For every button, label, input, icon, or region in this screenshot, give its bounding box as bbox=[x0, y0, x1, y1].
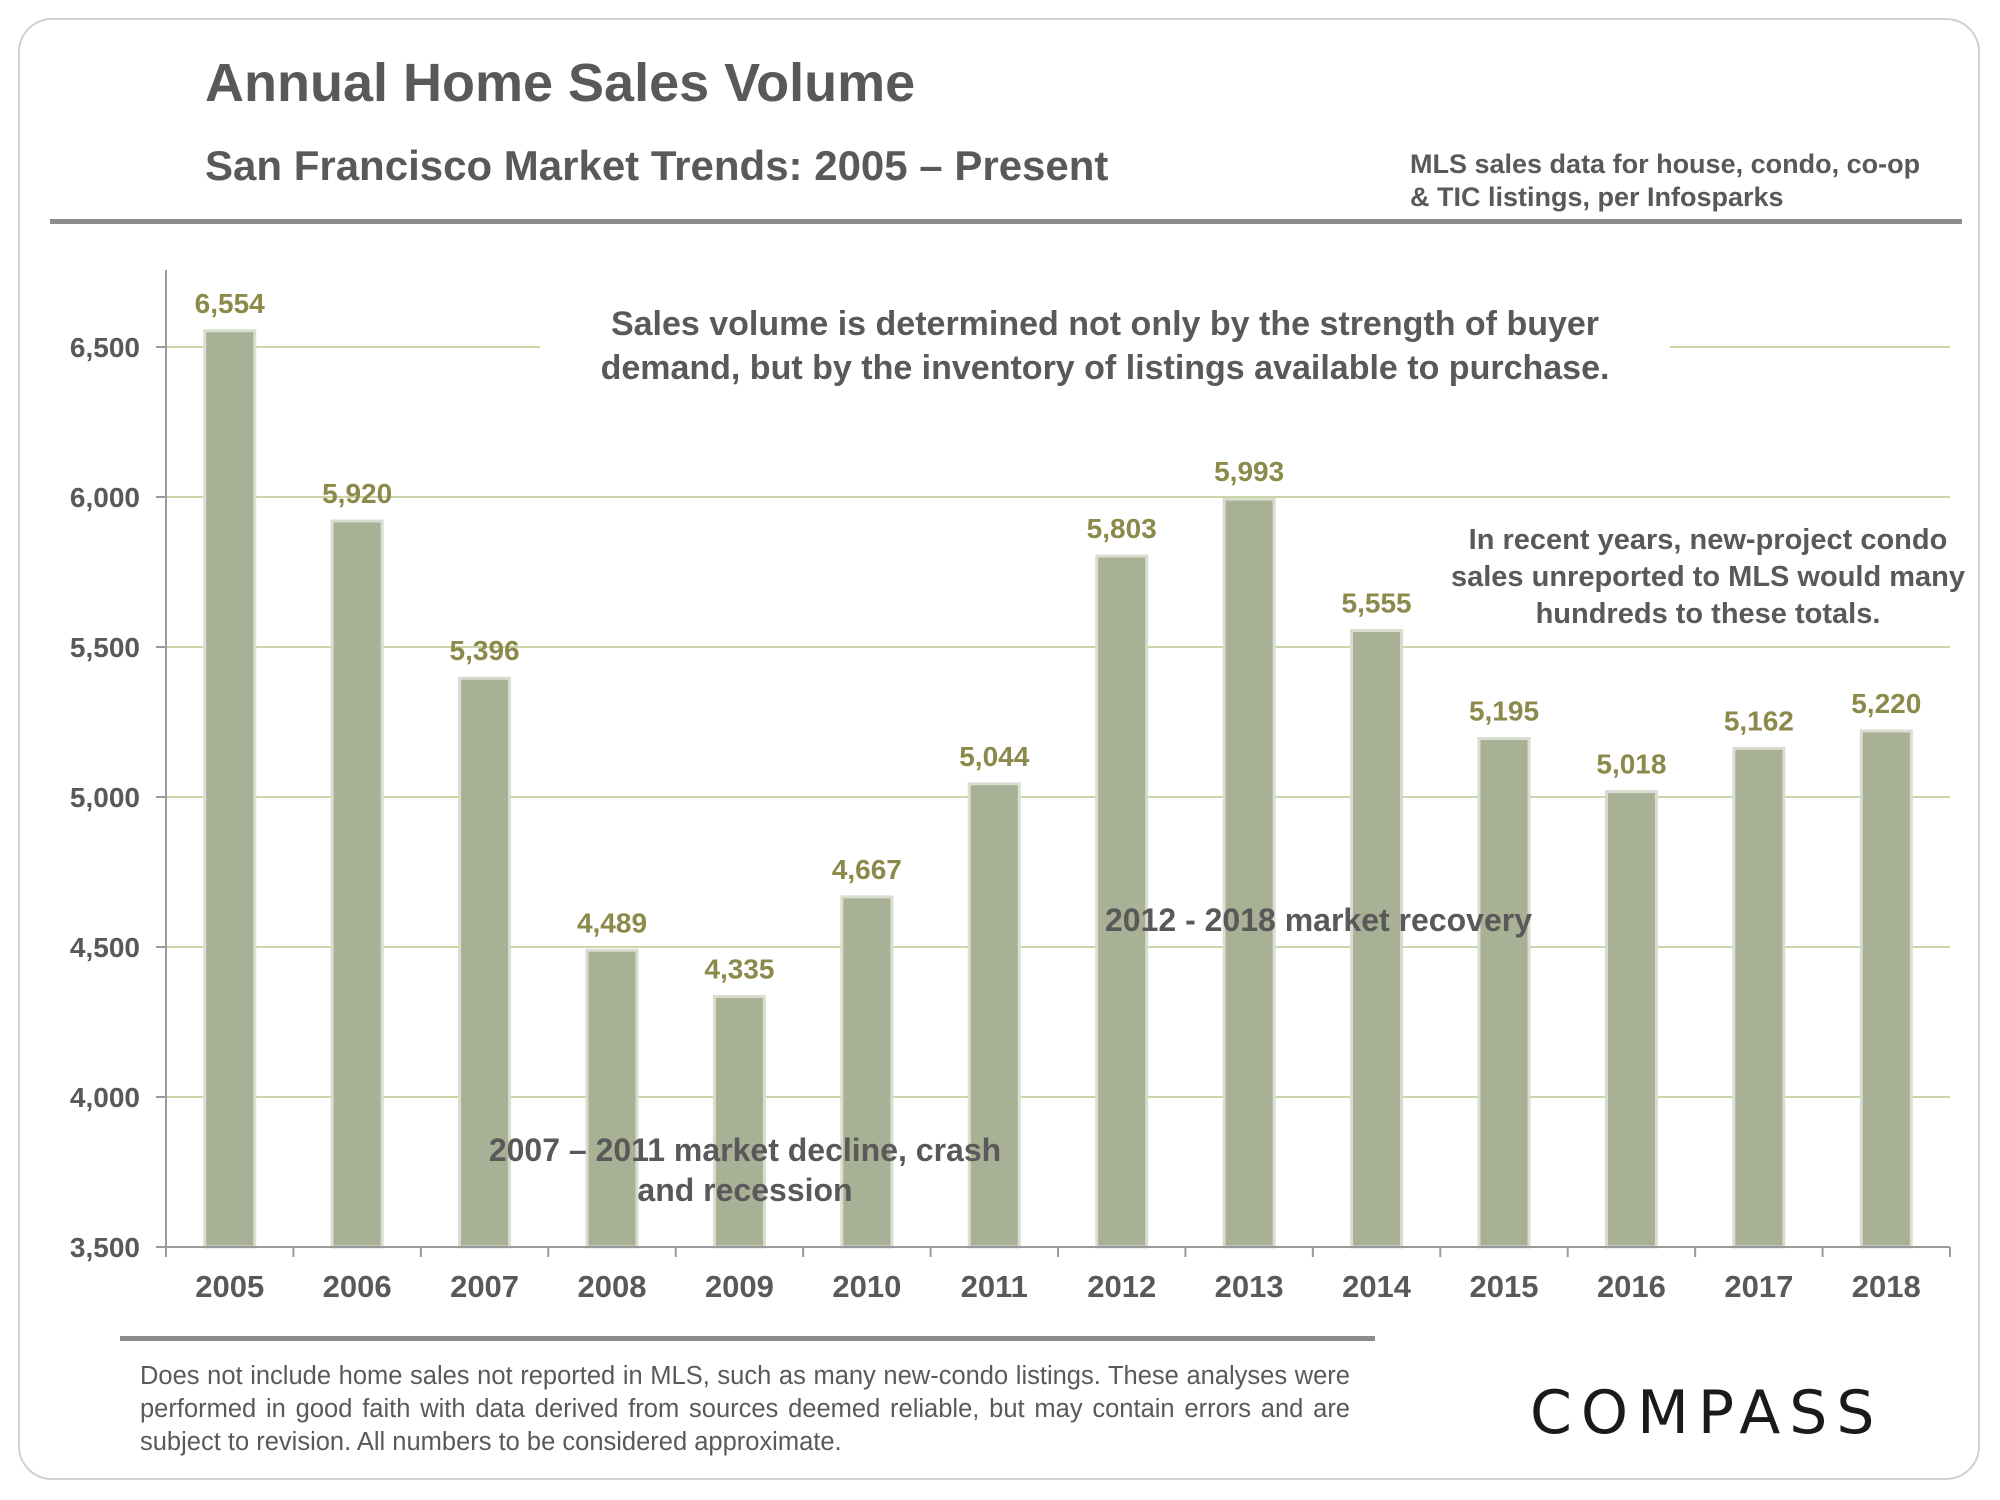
x-category-label: 2006 bbox=[323, 1269, 392, 1304]
bar-value-label: 6,554 bbox=[195, 288, 265, 319]
bar-value-label: 5,993 bbox=[1214, 456, 1284, 487]
x-category-label: 2010 bbox=[832, 1269, 901, 1304]
x-category-label: 2011 bbox=[961, 1269, 1028, 1304]
x-category-label: 2013 bbox=[1215, 1269, 1284, 1304]
bar-value-label: 5,220 bbox=[1851, 688, 1921, 719]
bar bbox=[585, 948, 639, 1249]
bar bbox=[203, 329, 257, 1249]
slide-frame bbox=[18, 18, 1980, 1480]
x-category-label: 2014 bbox=[1342, 1269, 1412, 1304]
annotation-condo-sales: In recent years, new-project condo sales… bbox=[1450, 524, 1965, 630]
gridlines bbox=[166, 346, 1950, 1098]
disclaimer-text: Does not include home sales not reported… bbox=[140, 1362, 1350, 1456]
x-category-label: 2005 bbox=[195, 1269, 264, 1304]
footer-divider bbox=[120, 1336, 1375, 1341]
y-tick-label: 5,000 bbox=[70, 782, 140, 813]
x-category-label: 2008 bbox=[578, 1269, 647, 1304]
bar-value-label: 5,018 bbox=[1596, 749, 1666, 780]
bar bbox=[1477, 737, 1531, 1249]
bars bbox=[203, 329, 1913, 1249]
bar bbox=[1732, 746, 1786, 1249]
compass-logo: COMPASS bbox=[1530, 1378, 1884, 1448]
x-category-label: 2016 bbox=[1597, 1269, 1666, 1304]
bar-value-label: 5,162 bbox=[1724, 705, 1794, 736]
bar-value-label: 5,195 bbox=[1469, 696, 1539, 727]
y-tick-label: 5,500 bbox=[70, 632, 140, 663]
labels: 3,500 4,000 4,500 5,000 5,500 6,000 6,500 6,554… bbox=[70, 288, 1921, 1304]
bar-value-label: 4,667 bbox=[832, 854, 902, 885]
y-tick-label: 3,500 bbox=[70, 1232, 140, 1263]
chart-title: Annual Home Sales Volume bbox=[205, 53, 916, 113]
y-tick-label: 6,500 bbox=[70, 332, 140, 363]
x-category-label: 2007 bbox=[450, 1269, 519, 1304]
y-tick-label: 6,000 bbox=[70, 482, 140, 513]
bar bbox=[458, 676, 512, 1249]
bar bbox=[1222, 497, 1276, 1249]
header-divider bbox=[50, 219, 1962, 224]
annotation-inventory: Sales volume is determined not only by t… bbox=[540, 302, 1670, 390]
x-category-label: 2018 bbox=[1852, 1269, 1921, 1304]
bar bbox=[1604, 790, 1658, 1249]
bar-value-label: 5,396 bbox=[450, 635, 520, 666]
bar-value-label: 5,555 bbox=[1342, 588, 1412, 619]
annotation-market-recovery: 2012 - 2018 market recovery bbox=[1105, 902, 1532, 938]
bar bbox=[1350, 629, 1404, 1249]
bar bbox=[840, 895, 894, 1249]
y-tick-label: 4,000 bbox=[70, 1082, 140, 1113]
x-category-label: 2012 bbox=[1087, 1269, 1156, 1304]
annotation-market-decline: 2007 – 2011 market decline, crash and re… bbox=[488, 1132, 1002, 1208]
y-tick-label: 4,500 bbox=[70, 932, 140, 963]
data-source-note: MLS sales data for house, condo, co-op &… bbox=[1410, 149, 1921, 212]
chart-subtitle: San Francisco Market Trends: 2005 – Pres… bbox=[205, 142, 1109, 189]
x-category-label: 2009 bbox=[705, 1269, 774, 1304]
bar bbox=[712, 995, 766, 1249]
bar bbox=[330, 519, 384, 1249]
bar-value-label: 4,489 bbox=[577, 907, 647, 938]
bar bbox=[1095, 554, 1149, 1249]
bar-value-label: 4,335 bbox=[704, 954, 774, 985]
bar-value-label: 5,044 bbox=[959, 741, 1029, 772]
x-category-label: 2017 bbox=[1724, 1269, 1793, 1304]
bar bbox=[1859, 729, 1913, 1249]
bar bbox=[967, 782, 1021, 1249]
axes bbox=[156, 270, 1951, 1257]
x-category-label: 2015 bbox=[1470, 1269, 1539, 1304]
bar-value-label: 5,920 bbox=[322, 478, 392, 509]
bar-value-label: 5,803 bbox=[1087, 513, 1157, 544]
